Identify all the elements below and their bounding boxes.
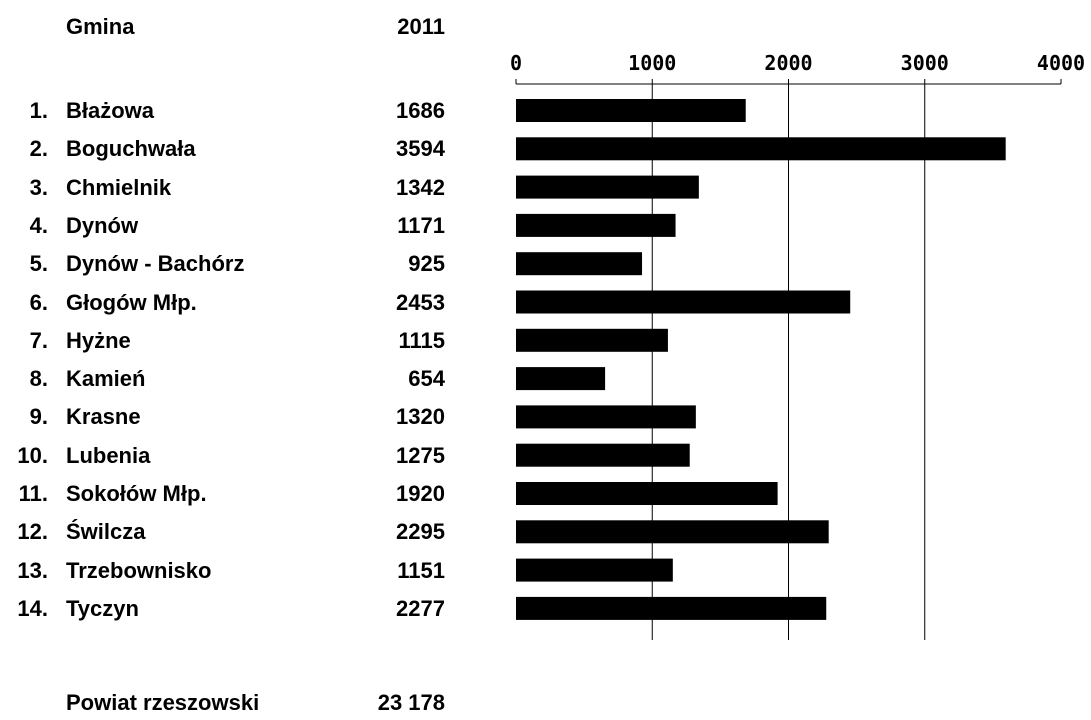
rank-number: 5. (29, 251, 48, 277)
rank-number: 8. (29, 366, 48, 392)
x-tick-label: 2000 (764, 51, 812, 75)
gmina-row: 3. Chmielnik 1342 (0, 173, 470, 203)
gmina-value: 654 (408, 366, 445, 392)
gmina-row: 6. Głogów Młp. 2453 (0, 288, 470, 318)
gmina-value: 3594 (396, 136, 445, 162)
gmina-row: 8. Kamień 654 (0, 364, 470, 394)
gmina-row: 2. Boguchwała 3594 (0, 134, 470, 164)
bar (516, 137, 1006, 161)
rank-number: 6. (29, 289, 48, 315)
bar (516, 99, 746, 122)
rank-number: 13. (17, 557, 48, 583)
x-tick-label: 4000 (1037, 51, 1085, 75)
gmina-value: 1115 (398, 327, 445, 353)
gmina-value: 1320 (396, 404, 445, 430)
gmina-row: 4. Dynów 1171 (0, 211, 470, 241)
gmina-name: Głogów Młp. (66, 289, 197, 315)
bar (516, 482, 778, 505)
gmina-value: 1342 (396, 174, 445, 200)
rank-number: 2. (29, 136, 48, 162)
total-label: Powiat rzeszowski (66, 690, 260, 715)
bar (516, 290, 851, 314)
gmina-row: 12. Świlcza 2295 (0, 517, 470, 547)
column-header-year: 2011 (397, 14, 445, 39)
gmina-name: Boguchwała (66, 136, 196, 162)
gmina-row: 14. Tyczyn 2277 (0, 594, 470, 624)
column-header-gmina: Gmina (66, 14, 135, 39)
gmina-name: Świlcza (66, 519, 146, 545)
total-row: Powiat rzeszowski 23 178 (0, 690, 470, 720)
rank-number: 11. (18, 481, 48, 506)
bar (516, 443, 690, 467)
rank-number: 9. (29, 404, 48, 430)
rank-number: 3. (29, 174, 48, 200)
bar (516, 175, 699, 199)
gmina-row: 7. Hyżne 1115 (0, 326, 470, 356)
bar (516, 213, 676, 237)
gmina-name: Dynów - Bachórz (66, 251, 245, 277)
gmina-value: 2277 (396, 595, 445, 621)
gmina-name: Tyczyn (66, 595, 139, 621)
gmina-value: 1920 (396, 481, 445, 506)
gmina-value: 1151 (397, 557, 445, 583)
gmina-name: Kamień (66, 366, 146, 392)
rank-number: 14. (17, 595, 48, 621)
x-tick-label: 1000 (628, 51, 676, 75)
gmina-name: Hyżne (66, 327, 131, 353)
gmina-row: 11. Sokołów Młp. 1920 (0, 479, 470, 509)
gmina-row: 1. Błażowa 1686 (0, 96, 470, 126)
gmina-name: Sokołów Młp. (66, 481, 207, 506)
bar (516, 520, 829, 544)
rank-number: 10. (17, 442, 48, 468)
gmina-value: 1686 (396, 98, 445, 123)
gmina-value: 2295 (396, 519, 445, 545)
gmina-value: 1171 (397, 212, 445, 238)
gmina-row: 10. Lubenia 1275 (0, 441, 470, 471)
gmina-name: Lubenia (66, 442, 151, 468)
gmina-name: Trzebownisko (66, 557, 212, 583)
rank-number: 1. (29, 98, 48, 123)
bar (516, 596, 827, 620)
x-tick-label: 3000 (901, 51, 949, 75)
gmina-row: 5. Dynów - Bachórz 925 (0, 249, 470, 279)
gmina-row: 9. Krasne 1320 (0, 402, 470, 432)
bar (516, 405, 696, 429)
gmina-name: Dynów (66, 212, 139, 238)
gmina-name: Chmielnik (66, 174, 172, 200)
rank-number: 12. (17, 519, 48, 545)
rank-number: 4. (29, 212, 48, 238)
x-tick-label: 0 (510, 51, 522, 75)
bar (516, 367, 606, 391)
bar (516, 252, 643, 276)
bar (516, 558, 673, 582)
bar (516, 328, 668, 352)
gmina-name: Błażowa (66, 98, 155, 123)
gmina-value: 2453 (396, 289, 445, 315)
gmina-list: 1. Błażowa 1686 2. Boguchwała 3594 3. Chmielnik… (0, 0, 470, 720)
gmina-value: 925 (408, 251, 445, 277)
gmina-value: 1275 (396, 442, 445, 468)
gmina-row: 13. Trzebownisko 1151 (0, 556, 470, 586)
gmina-name: Krasne (66, 404, 141, 430)
rank-number: 7. (29, 327, 48, 353)
total-value: 23 178 (377, 690, 445, 715)
